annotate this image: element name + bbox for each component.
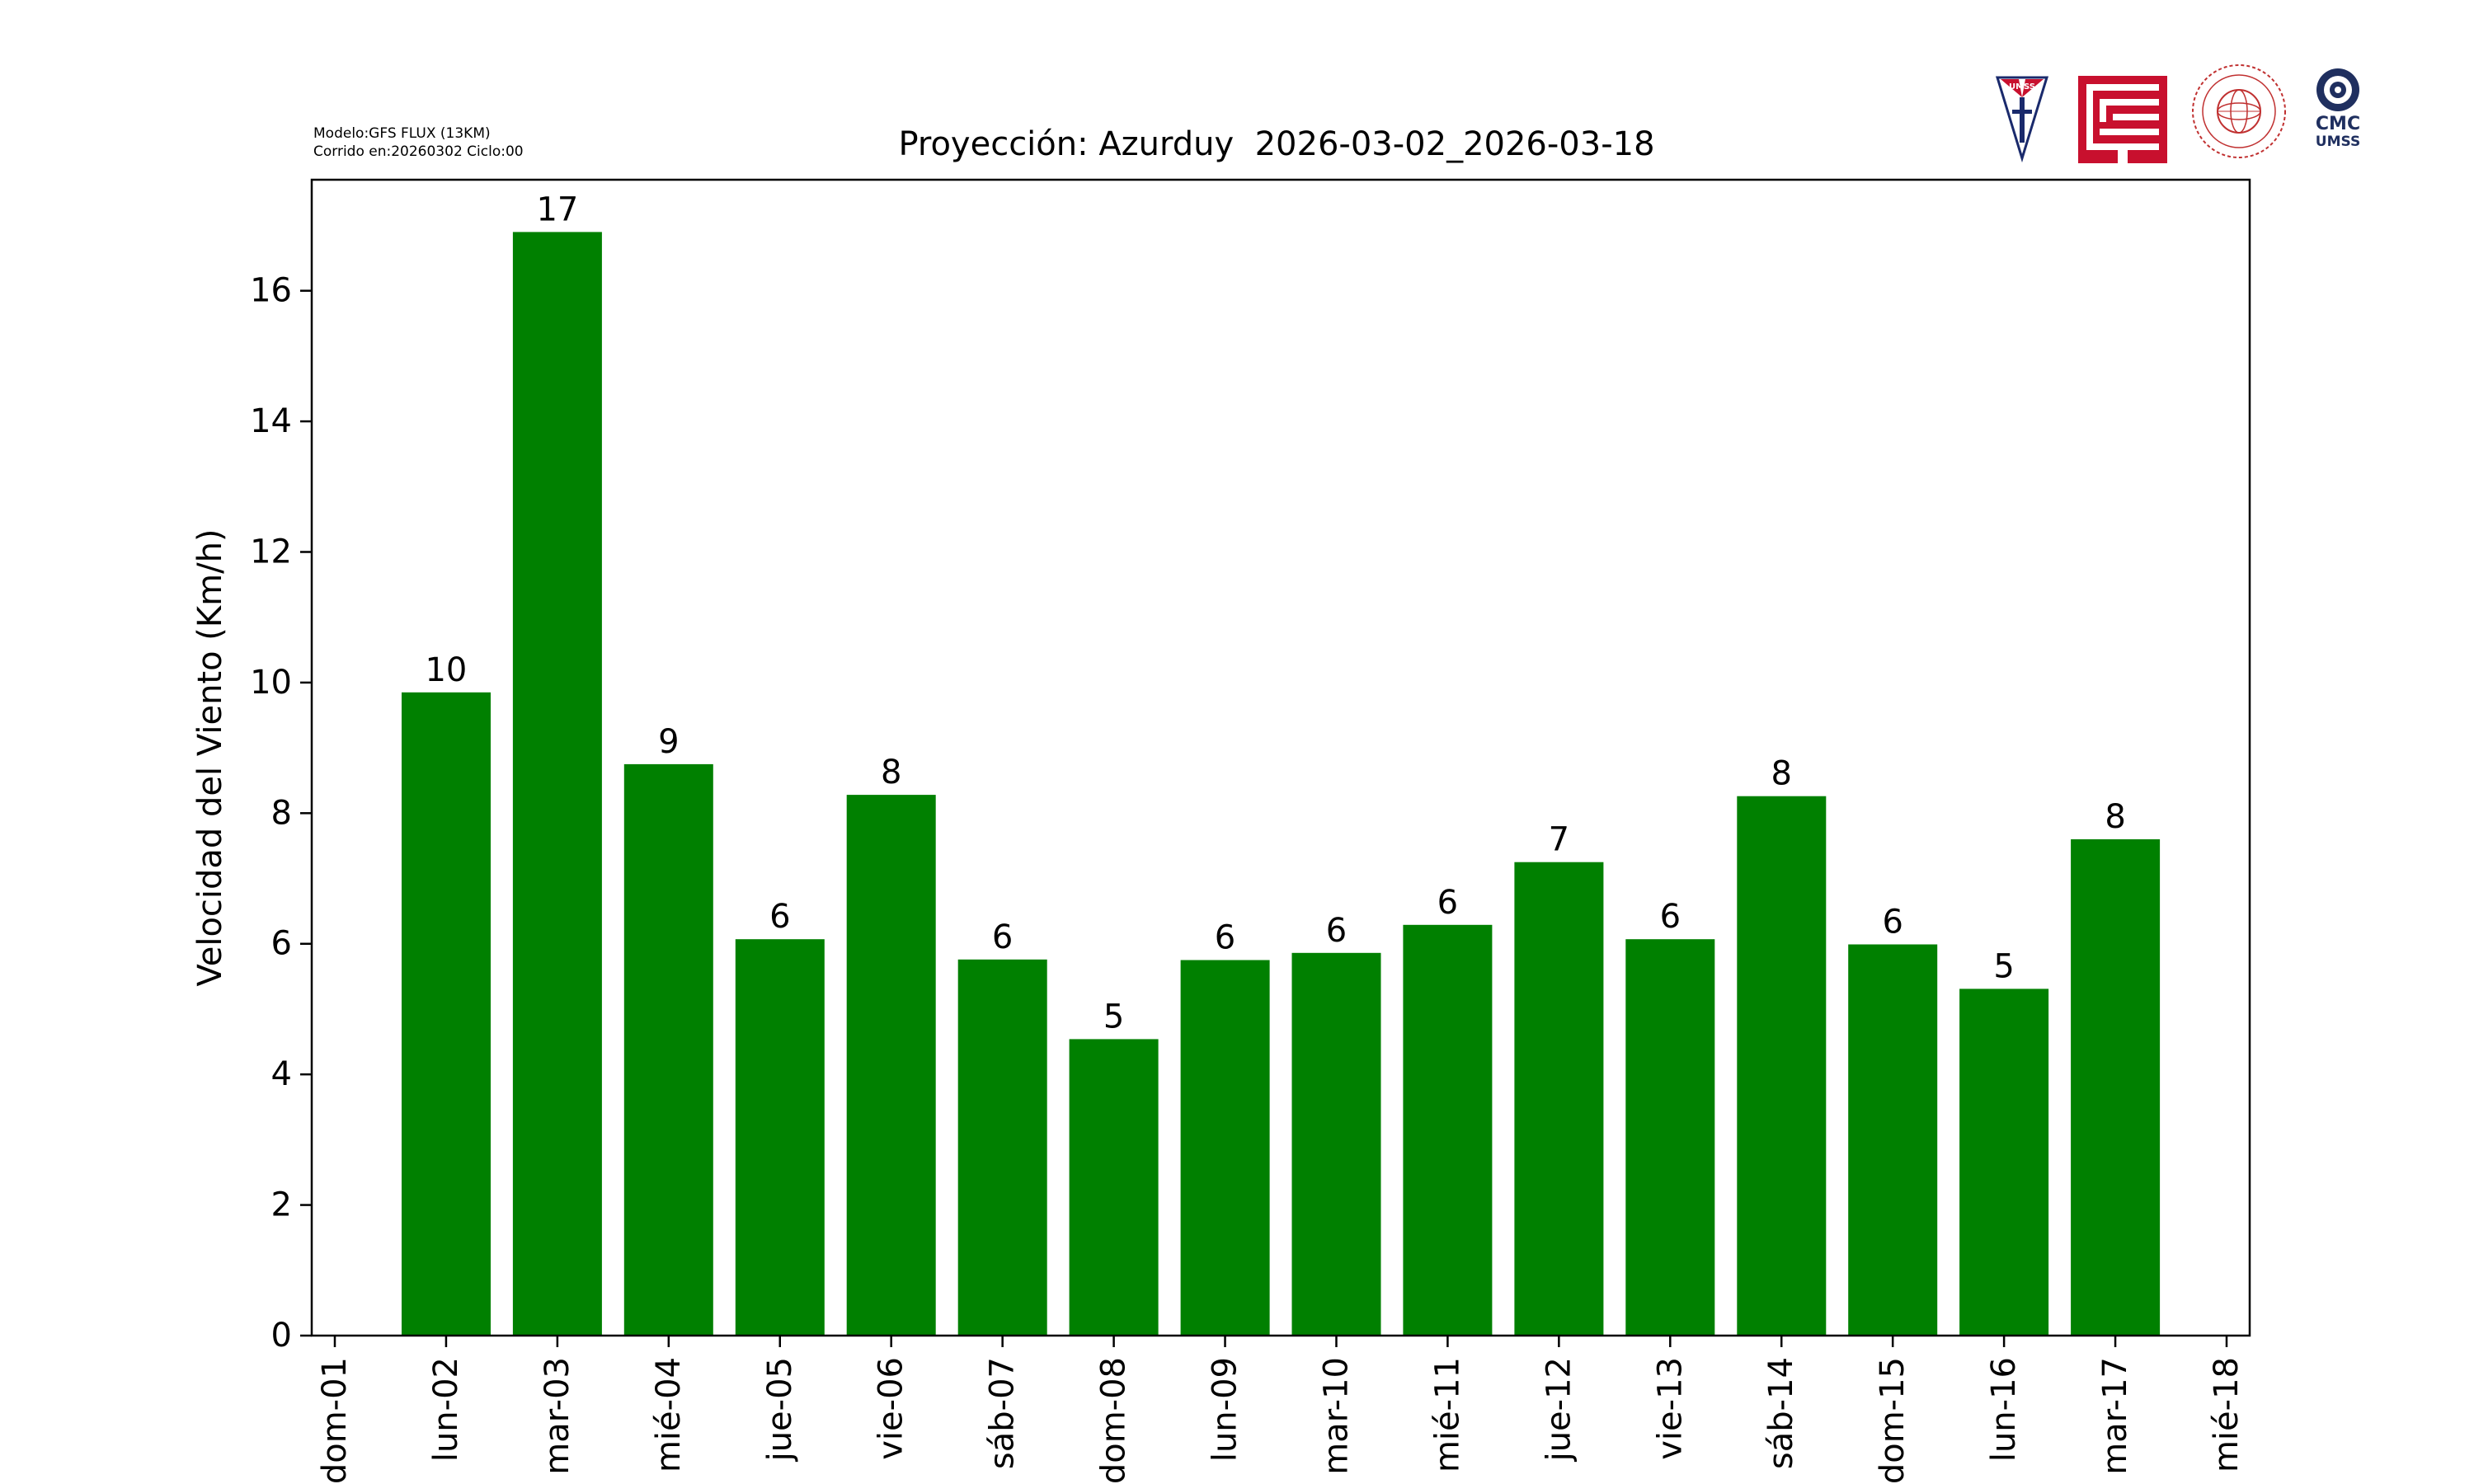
ticks-layer: dom-01 lun-02 mar-03 mié-04 jue-05 vie-06 sáb-… <box>250 272 2246 1484</box>
bar-jue-05 <box>735 939 825 1336</box>
red-maze-logo <box>2078 76 2167 163</box>
x-tick-label: lun-16 <box>1985 1357 2023 1462</box>
x-tick-label: mar-03 <box>539 1357 576 1475</box>
bars-layer: 10 17 9 6 8 6 5 6 6 6 7 6 8 6 5 8 <box>402 190 2161 1336</box>
bar-lun-16 <box>1959 989 2049 1336</box>
x-tick-label: lun-09 <box>1206 1357 1244 1462</box>
y-tick-label: 2 <box>271 1186 292 1224</box>
umss-shield-text: UMSS <box>2009 82 2035 92</box>
bar-lun-02 <box>402 692 491 1336</box>
x-tick-label: mié-11 <box>1428 1357 1466 1472</box>
data-label-vie-13: 6 <box>1660 898 1681 936</box>
x-tick-label: dom-15 <box>1874 1357 1912 1484</box>
data-label-mar-10: 6 <box>1326 912 1347 950</box>
bar-vie-13 <box>1625 939 1715 1336</box>
x-tick-label: mar-17 <box>2096 1357 2134 1475</box>
data-label-sáb-07: 6 <box>992 918 1013 956</box>
bar-sáb-07 <box>957 959 1047 1336</box>
x-tick-label: jue-12 <box>1540 1357 1578 1462</box>
x-tick-label: jue-05 <box>761 1357 799 1462</box>
data-label-mar-17: 8 <box>2105 798 2125 836</box>
data-label-jue-12: 7 <box>1549 821 1569 859</box>
x-tick-label: lun-02 <box>427 1357 465 1462</box>
bar-mar-10 <box>1291 952 1381 1336</box>
y-tick-label: 12 <box>250 533 292 571</box>
data-label-mié-04: 9 <box>658 723 679 761</box>
y-tick-label: 6 <box>271 925 292 963</box>
data-label-dom-15: 6 <box>1882 904 1903 942</box>
x-tick-label: vie-06 <box>872 1357 910 1460</box>
data-label-lun-16: 5 <box>1993 947 2014 985</box>
cmc-text: CMC <box>2315 114 2361 134</box>
bar-sáb-14 <box>1737 796 1827 1336</box>
bar-mar-03 <box>512 232 602 1336</box>
bar-jue-12 <box>1514 862 1604 1336</box>
y-tick-label: 8 <box>271 794 292 832</box>
departamento-fisica-seal-logo <box>2190 63 2288 160</box>
x-tick-label: mié-04 <box>650 1357 688 1472</box>
data-label-lun-09: 6 <box>1215 919 1235 957</box>
x-tick-label: mar-10 <box>1318 1357 1356 1475</box>
bar-lun-09 <box>1180 960 1270 1336</box>
x-tick-label: dom-01 <box>316 1357 354 1484</box>
data-label-dom-08: 5 <box>1103 998 1124 1036</box>
run-info-line: Corrido en:20260302 Ciclo:00 <box>313 143 524 160</box>
x-tick-label: vie-13 <box>1651 1357 1689 1460</box>
bar-mié-04 <box>623 763 713 1336</box>
x-tick-label: sáb-07 <box>984 1357 1022 1469</box>
plot-frame <box>310 178 2251 1337</box>
x-tick-label: mié-18 <box>2208 1357 2246 1472</box>
data-label-sáb-14: 8 <box>1771 755 1791 793</box>
bar-dom-08 <box>1069 1039 1159 1336</box>
y-tick-label: 4 <box>271 1055 292 1093</box>
y-tick-label: 14 <box>250 402 292 440</box>
bar-vie-06 <box>846 795 936 1336</box>
umss-shield-logo: UMSS <box>1994 73 2050 163</box>
data-label-jue-05: 6 <box>769 898 790 936</box>
data-label-mar-03: 17 <box>536 190 578 228</box>
data-label-vie-06: 8 <box>881 754 901 791</box>
y-tick-label: 16 <box>250 272 292 310</box>
y-axis-label: Velocidad del Viento (Km/h) <box>191 528 229 986</box>
bar-mié-11 <box>1403 924 1493 1336</box>
chart-title: Proyección: Azurduy 2026-03-02_2026-03-1… <box>898 125 1655 163</box>
data-label-mié-11: 6 <box>1437 884 1458 922</box>
model-info-line: Modelo:GFS FLUX (13KM) <box>313 125 491 142</box>
bar-dom-15 <box>1848 944 1938 1336</box>
y-tick-label: 10 <box>250 664 292 702</box>
y-tick-label: 0 <box>271 1317 292 1355</box>
x-tick-label: dom-08 <box>1095 1357 1133 1484</box>
data-label-lun-02: 10 <box>425 651 467 689</box>
umss-text: UMSS <box>2315 134 2361 150</box>
cmc-umss-logo: CMC UMSS <box>2306 66 2370 158</box>
x-tick-label: sáb-14 <box>1762 1357 1800 1469</box>
bar-mar-17 <box>2071 839 2161 1336</box>
